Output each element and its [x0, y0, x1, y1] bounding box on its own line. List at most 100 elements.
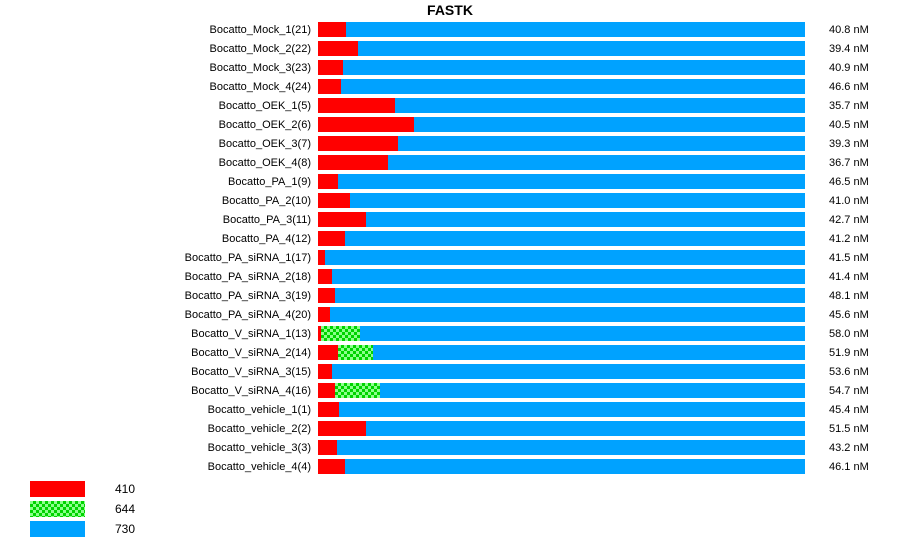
segment-410: [318, 136, 398, 151]
category-label: Bocatto_vehicle_3(3): [207, 441, 311, 454]
category-label: Bocatto_vehicle_2(2): [207, 422, 311, 435]
value-label: 35.7 nM: [829, 99, 869, 112]
bar-row: Bocatto_PA_2(10) 41.0 nM: [0, 191, 869, 210]
segment-410: [318, 288, 336, 303]
bar-row: Bocatto_PA_1(9) 46.5 nM: [0, 172, 869, 191]
bar-row: Bocatto_PA_siRNA_2(18) 41.4 nM: [0, 267, 869, 286]
legend-swatch-644: [30, 501, 85, 517]
legend-item: 644: [30, 499, 135, 519]
bar-row: Bocatto_V_siRNA_2(14) 51.9 nM: [0, 343, 869, 362]
stacked-bar: [318, 269, 805, 284]
value-label: 46.5 nM: [829, 175, 869, 188]
bar-rows: Bocatto_Mock_1(21) 40.8 nM Bocatto_Mock_2(…: [0, 20, 869, 476]
bar-row: Bocatto_V_siRNA_1(13) 58.0 nM: [0, 324, 869, 343]
bar-row: Bocatto_V_siRNA_3(15) 53.6 nM: [0, 362, 869, 381]
segment-730: [394, 98, 805, 113]
stacked-bar: [318, 364, 805, 379]
bar-row: Bocatto_Mock_1(21) 40.8 nM: [0, 20, 869, 39]
segment-730: [340, 79, 805, 94]
value-label: 42.7 nM: [829, 213, 869, 226]
category-label: Bocatto_V_siRNA_1(13): [191, 327, 311, 340]
segment-730: [342, 60, 805, 75]
stacked-bar: [318, 22, 805, 37]
segment-730: [332, 269, 805, 284]
segment-410: [318, 421, 367, 436]
legend-label: 644: [115, 502, 136, 516]
segment-730: [335, 288, 805, 303]
category-label: Bocatto_OEK_3(7): [218, 137, 311, 150]
segment-410: [318, 345, 338, 360]
category-label: Bocatto_PA_siRNA_1(17): [184, 251, 311, 264]
bar-row: Bocatto_OEK_1(5) 35.7 nM: [0, 96, 869, 115]
value-label: 41.5 nM: [829, 251, 869, 264]
segment-410: [318, 250, 325, 265]
segment-730: [324, 250, 805, 265]
segment-730: [330, 307, 805, 322]
value-label: 46.6 nM: [829, 80, 869, 93]
category-label: Bocatto_PA_siRNA_2(18): [184, 270, 311, 283]
category-label: Bocatto_vehicle_4(4): [207, 460, 311, 473]
category-label: Bocatto_Mock_1(21): [209, 23, 312, 36]
value-label: 58.0 nM: [829, 327, 869, 340]
category-label: Bocatto_PA_1(9): [228, 175, 311, 188]
stacked-bar: [318, 459, 805, 474]
category-label: Bocatto_OEK_2(6): [218, 118, 311, 131]
stacked-bar: [318, 307, 805, 322]
segment-730: [357, 41, 805, 56]
segment-730: [336, 440, 805, 455]
bar-row: Bocatto_vehicle_4(4) 46.1 nM: [0, 457, 869, 476]
value-label: 39.4 nM: [829, 42, 869, 55]
segment-730: [350, 193, 805, 208]
value-label: 43.2 nM: [829, 441, 869, 454]
bar-row: Bocatto_Mock_3(23) 40.9 nM: [0, 58, 869, 77]
category-label: Bocatto_PA_2(10): [221, 194, 311, 207]
stacked-bar: [318, 402, 805, 417]
segment-410: [318, 98, 395, 113]
stacked-bar: [318, 326, 805, 341]
value-label: 40.8 nM: [829, 23, 869, 36]
value-label: 45.6 nM: [829, 308, 869, 321]
segment-730: [379, 383, 805, 398]
legend-label: 410: [115, 482, 136, 496]
segment-410: [318, 174, 338, 189]
value-label: 40.9 nM: [829, 61, 869, 74]
bar-row: Bocatto_PA_3(11) 42.7 nM: [0, 210, 869, 229]
stacked-bar: [318, 345, 805, 360]
segment-410: [318, 117, 414, 132]
stacked-bar: [318, 212, 805, 227]
segment-410: [318, 212, 367, 227]
category-label: Bocatto_V_siRNA_2(14): [191, 346, 311, 359]
segment-644: [337, 345, 374, 360]
bar-row: Bocatto_OEK_4(8) 36.7 nM: [0, 153, 869, 172]
stacked-bar: [318, 231, 805, 246]
stacked-bar: [318, 60, 805, 75]
value-label: 41.4 nM: [829, 270, 869, 283]
bar-row: Bocatto_PA_4(12) 41.2 nM: [0, 229, 869, 248]
bar-row: Bocatto_PA_siRNA_3(19) 48.1 nM: [0, 286, 869, 305]
segment-410: [318, 22, 346, 37]
segment-410: [318, 402, 339, 417]
bar-row: Bocatto_Mock_2(22) 39.4 nM: [0, 39, 869, 58]
bar-row: Bocatto_PA_siRNA_4(20) 45.6 nM: [0, 305, 869, 324]
value-label: 51.9 nM: [829, 346, 869, 359]
value-label: 53.6 nM: [829, 365, 869, 378]
segment-644: [320, 326, 360, 341]
segment-410: [318, 326, 321, 341]
stacked-bar: [318, 79, 805, 94]
stacked-bar: [318, 421, 805, 436]
legend-swatch-730: [30, 521, 85, 537]
category-label: Bocatto_OEK_1(5): [218, 99, 311, 112]
segment-410: [318, 155, 389, 170]
stacked-bar: [318, 193, 805, 208]
bar-row: Bocatto_OEK_2(6) 40.5 nM: [0, 115, 869, 134]
segment-730: [373, 345, 805, 360]
segment-730: [345, 22, 805, 37]
value-label: 54.7 nM: [829, 384, 869, 397]
segment-730: [332, 364, 805, 379]
segment-730: [388, 155, 805, 170]
stacked-bar: [318, 440, 805, 455]
segment-410: [318, 459, 345, 474]
legend-item: 730: [30, 519, 135, 539]
segment-730: [397, 136, 805, 151]
